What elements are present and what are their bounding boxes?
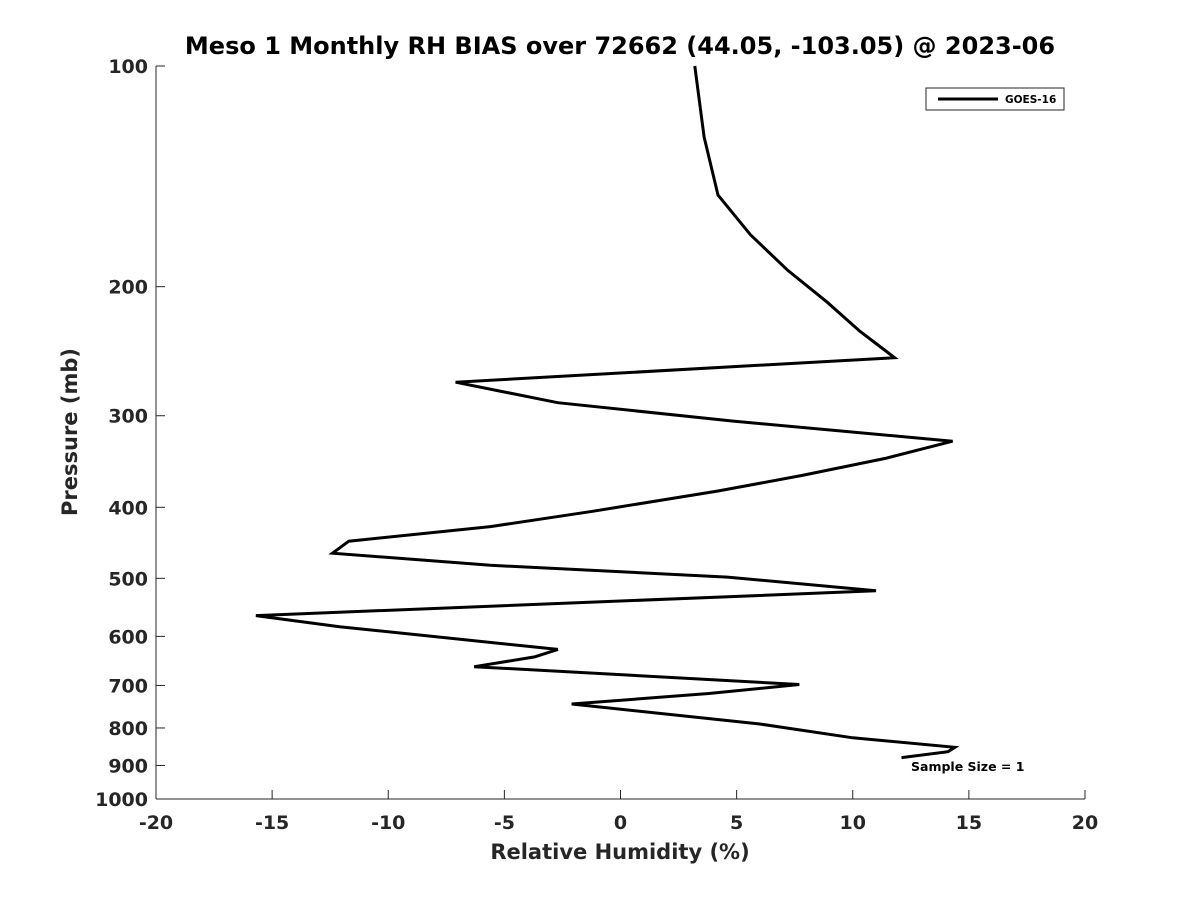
legend: GOES-16 bbox=[925, 87, 1065, 111]
chart-title: Meso 1 Monthly RH BIAS over 72662 (44.05… bbox=[185, 32, 1055, 60]
y-tick-label: 200 bbox=[108, 277, 148, 299]
series-line-0 bbox=[255, 65, 960, 760]
x-tick-label: -20 bbox=[139, 812, 173, 834]
y-tick-label: 800 bbox=[108, 718, 148, 740]
y-tick-label: 300 bbox=[108, 406, 148, 428]
x-tick-label: -15 bbox=[255, 812, 289, 834]
x-axis-ticks: -20 -15 -10 -5 0 5 10 15 20 bbox=[139, 790, 1098, 834]
x-tick-label: -5 bbox=[494, 812, 515, 834]
x-tick-label: 20 bbox=[1072, 812, 1098, 834]
series-layer bbox=[255, 65, 960, 760]
y-tick-label: 1000 bbox=[95, 789, 148, 811]
y-tick-label: 500 bbox=[108, 568, 148, 590]
x-tick-label: -10 bbox=[371, 812, 405, 834]
x-tick-label: 15 bbox=[956, 812, 982, 834]
y-tick-label: 100 bbox=[108, 56, 148, 78]
x-tick-label: 5 bbox=[730, 812, 743, 834]
x-tick-label: 0 bbox=[614, 812, 627, 834]
y-axis-ticks: 100 200 300 400 500 600 700 800 900 1000 bbox=[95, 56, 165, 811]
y-axis-label: Pressure (mb) bbox=[58, 348, 82, 516]
sample-size-note: Sample Size = 1 bbox=[911, 759, 1024, 774]
x-tick-label: 10 bbox=[840, 812, 866, 834]
x-axis-label: Relative Humidity (%) bbox=[490, 840, 749, 864]
y-tick-label: 600 bbox=[108, 626, 148, 648]
legend-label: GOES-16 bbox=[1005, 94, 1056, 106]
y-tick-label: 400 bbox=[108, 497, 148, 519]
y-tick-label: 700 bbox=[108, 675, 148, 697]
y-tick-label: 900 bbox=[108, 755, 148, 777]
